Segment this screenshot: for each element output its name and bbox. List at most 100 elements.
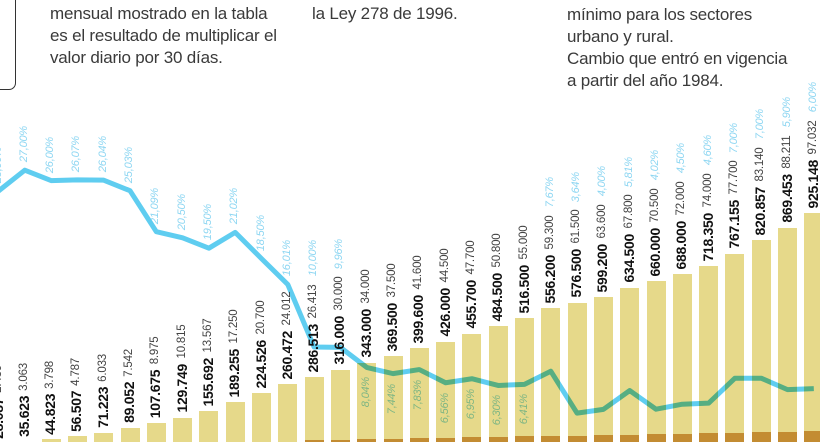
monthly-value: 189.255 [226,348,243,398]
bar-value-label: 576.500 61.500 [568,210,584,298]
secondary-value: 4.787 [70,357,83,386]
bar [593,297,613,442]
bar-value-label: 129.749 10.815 [174,325,190,413]
base-bar-segment [541,435,561,442]
secondary-value: 34.000 [359,270,372,305]
bar [751,240,771,442]
secondary-value: 63.600 [596,204,609,239]
monthly-value: 767.155 [725,200,742,249]
bar-value-label: 556.200 59.300 [542,216,558,304]
bar-value-label: 286.513 26.413 [305,285,321,373]
bar [94,432,114,442]
bar-value-label: 316.000 30.000 [331,277,347,365]
bar [699,266,719,442]
note-right-line: a partir del año 1984. [567,71,724,90]
note-right-line: mínimo para los sectores [567,5,753,24]
bar [304,377,324,442]
bar [646,281,666,442]
secondary-value: 44.500 [438,249,451,284]
monthly-value: 634.500 [620,234,637,283]
note-left-line: valor diario por 30 días. [50,48,223,67]
monthly-value: 44.823 [42,393,59,435]
secondary-value: 6.033 [96,353,109,382]
secondary-value: 55.000 [517,225,530,260]
bar-value-label: 369.500 37.500 [384,264,400,352]
monthly-value: 599.200 [594,243,611,293]
note-right-line: urbano y rural. [567,27,674,46]
bar [330,369,350,442]
secondary-value: 3.798 [44,360,57,389]
base-bar-segment [409,438,429,442]
secondary-value: 13.567 [201,318,214,353]
base-bar-segment [620,434,640,442]
bar-value-label: 455.700 47.700 [463,241,479,329]
bar [409,348,429,442]
monthly-value: 260.472 [278,330,295,380]
secondary-value: 26.413 [307,284,320,319]
bar-value-label: 35.623 3.063 [16,363,32,437]
bar [778,227,797,442]
bar-value-label: 56.507 4.787 [68,358,84,432]
monthly-value: 107.675 [147,369,164,419]
monthly-value: 28.087 [0,397,6,439]
bar [146,423,166,442]
bar [541,308,561,442]
base-bar-segment [488,436,508,442]
note-left-line: mensual mostrado en la tabla [50,4,268,23]
bar [173,417,193,442]
secondary-value: 74.000 [701,173,714,208]
bar [357,362,377,442]
base-bar-segment [357,439,377,442]
bar [515,318,534,442]
base-bar-segment [436,437,456,442]
bar-value-label: 260.472 24.012 [279,292,295,380]
note-right-line: Cambio que entró en vigencia [567,49,788,68]
bar [436,341,456,442]
secondary-value: 59.300 [543,215,556,250]
monthly-value: 869.453 [778,174,795,223]
bar-value-label: 224.526 20.700 [253,301,269,389]
bar-value-label: 718.350 74.000 [700,174,716,262]
secondary-value: 88.211 [780,135,793,170]
base-bar-segment [567,435,587,442]
note-middle: la Ley 278 de 1996. [312,3,458,25]
monthly-value: 426.000 [436,288,453,337]
monthly-value: 925.148 [804,159,820,209]
bar [672,274,692,442]
monthly-value: 129.749 [173,364,190,413]
bar [462,333,482,442]
bar [199,410,219,442]
monthly-value: 688.000 [673,220,690,270]
secondary-value: 72.000 [675,181,688,216]
monthly-value: 155.692 [199,357,216,406]
bar [278,384,298,442]
monthly-value: 56.507 [68,390,85,432]
monthly-value: 343.000 [357,309,374,358]
base-bar-segment [515,436,534,442]
secondary-value: 61.500 [570,210,583,245]
secondary-value: 70.500 [649,188,661,223]
bar-value-label: 426.000 44.500 [437,249,453,337]
bar-value-label: 89.052 7.542 [121,349,137,423]
bar-value-label: 44.823 3.798 [42,361,58,435]
base-bar-segment [646,434,666,442]
secondary-value: 50.800 [491,233,504,268]
secondary-value: 17.250 [228,309,241,344]
bar-value-label: 925.148 97.032 [805,121,820,209]
base-bar-segment [383,438,403,442]
bar-value-label: 71.223 6.033 [95,354,111,428]
secondary-value: 77.700 [727,161,740,196]
monthly-value: 576.500 [568,249,585,298]
monthly-value: 556.200 [541,254,558,304]
monthly-value: 224.526 [252,339,269,389]
secondary-value: 7.542 [123,349,135,378]
monthly-value: 89.052 [121,382,137,424]
bar-value-label: 189.255 17.250 [226,310,242,398]
secondary-value: 10.815 [175,325,188,360]
monthly-value: 35.623 [15,395,32,437]
note-left-line: es el resultado de multiplicar el [50,26,277,45]
base-bar-segment [725,432,745,442]
secondary-value: 83.140 [754,147,767,182]
